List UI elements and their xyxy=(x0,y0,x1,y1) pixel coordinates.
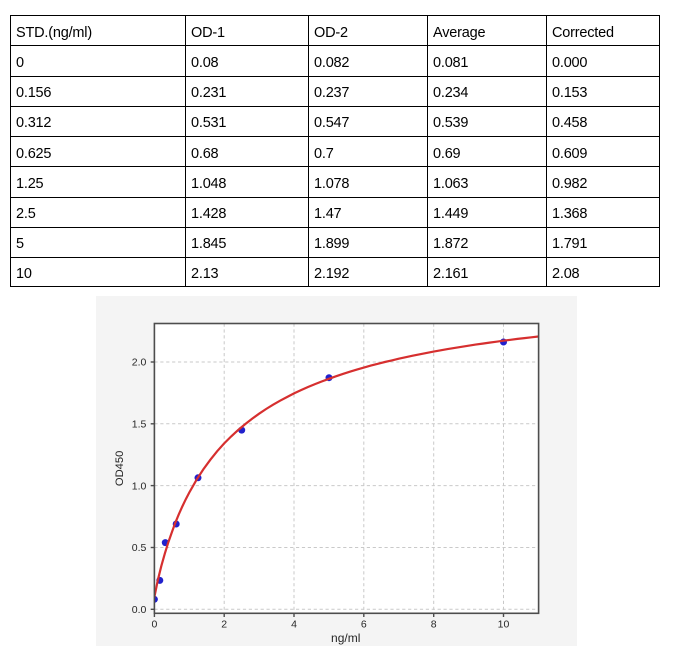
svg-text:ng/ml: ng/ml xyxy=(331,631,360,645)
svg-text:1.0: 1.0 xyxy=(132,480,147,492)
svg-text:6: 6 xyxy=(361,618,367,630)
svg-text:8: 8 xyxy=(431,618,437,630)
svg-text:2: 2 xyxy=(221,618,227,630)
svg-text:4: 4 xyxy=(291,618,297,630)
svg-text:0.5: 0.5 xyxy=(132,542,147,554)
svg-text:OD450: OD450 xyxy=(114,451,126,486)
svg-text:1.5: 1.5 xyxy=(132,419,147,431)
svg-text:0.0: 0.0 xyxy=(132,604,147,616)
svg-text:2.0: 2.0 xyxy=(132,357,147,369)
svg-text:10: 10 xyxy=(498,618,510,630)
svg-text:0: 0 xyxy=(151,618,157,630)
